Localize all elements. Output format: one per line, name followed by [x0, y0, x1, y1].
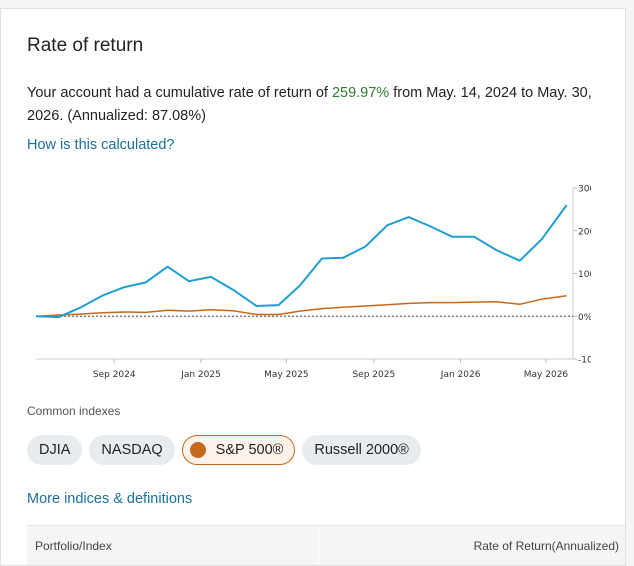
- x-tick-label: Sep 2024: [93, 370, 136, 380]
- x-tick-label: Jan 2025: [180, 370, 221, 380]
- account-series-line: [35, 204, 568, 319]
- index-chip-nasdaq[interactable]: NASDAQ: [89, 435, 175, 465]
- returns-table-header: Portfolio/Index Rate of Return(Annualize…: [27, 525, 625, 565]
- index-chip-label: S&P 500®: [215, 442, 284, 458]
- cumulative-return-value: 259.97%: [331, 85, 390, 101]
- index-chip-djia[interactable]: DJIA: [27, 435, 83, 465]
- y-tick-label: 200%: [578, 227, 591, 237]
- x-tick-label: May 2026: [524, 370, 569, 380]
- return-summary: Your account had a cumulative rate of re…: [27, 82, 623, 128]
- sp500-series-line: [35, 294, 567, 318]
- rate-of-return-card: Rate of return Your account had a cumula…: [0, 8, 626, 566]
- index-chip-sp500[interactable]: S&P 500®: [181, 435, 296, 465]
- index-chip-label: Russell 2000®: [314, 442, 409, 458]
- card-title: Rate of return: [27, 35, 144, 56]
- x-tick-label: Jan 2026: [440, 370, 481, 380]
- column-header-rate-of-return: Rate of Return(Annualized): [473, 539, 619, 553]
- x-tick-label: Sep 2025: [352, 370, 395, 380]
- sp500-color-dot-icon: [189, 442, 206, 458]
- summary-prefix: Your account had a cumulative rate of re…: [27, 85, 332, 101]
- y-tick-label: 0%: [578, 313, 591, 323]
- more-indices-link[interactable]: More indices & definitions: [27, 491, 193, 507]
- index-chip-label: DJIA: [39, 442, 71, 458]
- how-calculated-link[interactable]: How is this calculated?: [27, 137, 175, 153]
- index-chip-russell-2000[interactable]: Russell 2000®: [302, 435, 421, 465]
- y-tick-label: 300%: [578, 185, 591, 195]
- summary-suffix: from May. 14, 2024 to May. 30, 2026. (An…: [27, 85, 592, 124]
- y-tick-label: 100%: [578, 270, 591, 280]
- index-chips: DJIA NASDAQ S&P 500® Russell 2000®: [27, 435, 428, 465]
- index-chip-label: NASDAQ: [101, 442, 163, 458]
- common-indexes-label: Common indexes: [27, 404, 121, 418]
- rate-of-return-chart: 300% 200% 100% 0% -100% Sep 2024 Jan 2025 May 2…: [35, 185, 591, 380]
- x-tick-label: May 2025: [264, 370, 308, 380]
- y-tick-label: -100%: [578, 356, 591, 366]
- column-header-portfolio: Portfolio/Index: [27, 526, 319, 565]
